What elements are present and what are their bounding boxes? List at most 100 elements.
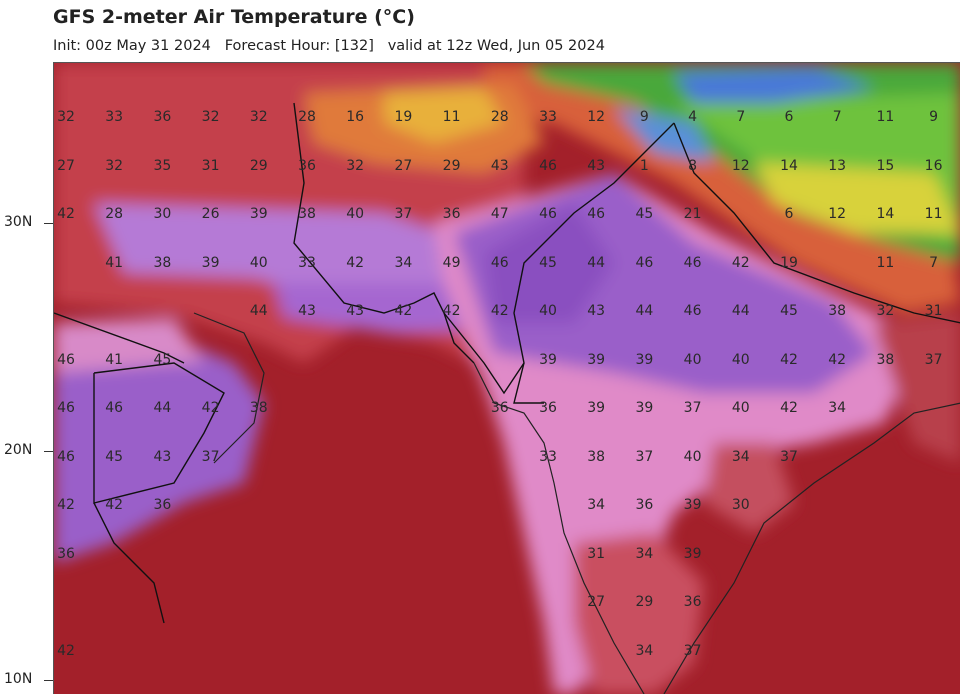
temperature-value: 14 bbox=[780, 157, 798, 174]
temperature-value: 39 bbox=[539, 351, 557, 368]
temperature-value: 4 bbox=[688, 109, 698, 125]
temperature-value: 36 bbox=[442, 206, 461, 222]
temperature-value: 41 bbox=[105, 254, 124, 271]
temperature-value: 40 bbox=[249, 254, 268, 271]
temperature-value: 34 bbox=[635, 545, 654, 562]
temperature-value: 30 bbox=[153, 206, 172, 222]
temperature-value: 38 bbox=[298, 206, 316, 222]
temperature-value: 31 bbox=[587, 545, 606, 562]
temperature-value: 7 bbox=[929, 254, 939, 271]
temperature-value: 11 bbox=[876, 109, 895, 125]
temperature-value: 36 bbox=[490, 400, 509, 416]
temperature-value: 36 bbox=[153, 109, 172, 125]
temperature-value: 12 bbox=[828, 206, 847, 222]
temperature-value: 34 bbox=[731, 448, 750, 465]
temperature-value: 39 bbox=[683, 497, 702, 513]
temperature-value: 44 bbox=[153, 400, 172, 416]
temperature-value: 37 bbox=[394, 206, 413, 222]
lat-label-30n: 30N bbox=[4, 214, 33, 230]
temperature-value: 34 bbox=[587, 497, 606, 513]
temperature-value: 42 bbox=[57, 642, 75, 659]
temperature-value: 42 bbox=[780, 351, 798, 368]
temperature-value: 31 bbox=[924, 303, 943, 319]
temperature-map[interactable] bbox=[53, 62, 960, 694]
temperature-value: 34 bbox=[394, 254, 413, 271]
country-borders bbox=[54, 102, 960, 624]
temperature-value: 43 bbox=[587, 157, 606, 174]
temperature-value: 9 bbox=[929, 109, 939, 125]
lat-tick-mark-20n bbox=[44, 451, 53, 452]
chart-title: GFS 2-meter Air Temperature (°C) bbox=[53, 6, 415, 28]
temperature-value: 38 bbox=[876, 351, 895, 368]
temperature-value: 29 bbox=[442, 157, 461, 174]
temperature-value: 43 bbox=[490, 157, 509, 174]
temperature-value: 7 bbox=[832, 109, 842, 125]
temperature-value: 32 bbox=[105, 157, 124, 174]
temperature-value: 11 bbox=[876, 254, 895, 271]
temperature-value: 46 bbox=[57, 351, 75, 368]
temperature-value: 33 bbox=[539, 448, 557, 465]
temperature-value: 40 bbox=[539, 303, 557, 319]
temperature-value: 29 bbox=[249, 157, 268, 174]
temperature-value: 37 bbox=[780, 448, 798, 465]
temperature-value: 28 bbox=[298, 109, 316, 125]
temperature-value: 36 bbox=[298, 157, 316, 174]
temperature-value: 37 bbox=[924, 351, 943, 368]
temperature-value: 38 bbox=[153, 254, 172, 271]
temperature-value: 19 bbox=[780, 254, 798, 271]
temperature-value: 45 bbox=[105, 448, 124, 465]
temperature-value: 49 bbox=[442, 254, 461, 271]
valid-time: valid at 12z Wed, Jun 05 2024 bbox=[387, 38, 605, 54]
temperature-value: 36 bbox=[683, 594, 702, 610]
temperature-value: 43 bbox=[153, 448, 172, 465]
forecast-hour: Forecast Hour: [132] bbox=[224, 38, 374, 54]
temperature-value: 12 bbox=[587, 109, 606, 125]
temperature-value: 39 bbox=[587, 351, 606, 368]
temperature-value: 32 bbox=[346, 157, 365, 174]
lat-label-10n: 10N bbox=[4, 671, 33, 687]
temperature-value: 46 bbox=[105, 400, 124, 416]
init-time: Init: 00z May 31 2024 bbox=[53, 38, 211, 54]
temperature-value: 33 bbox=[298, 254, 316, 271]
temperature-value: 46 bbox=[587, 206, 606, 222]
temperature-value: 38 bbox=[249, 400, 268, 416]
lat-tick-mark-10n bbox=[44, 680, 53, 681]
temperature-value: 6 bbox=[784, 206, 794, 222]
temperature-value: 44 bbox=[635, 303, 654, 319]
temperature-value: 8 bbox=[688, 157, 698, 174]
temperature-value: 34 bbox=[828, 400, 847, 416]
temperature-value: 9 bbox=[639, 109, 649, 125]
temperature-value: 15 bbox=[876, 157, 895, 174]
temperature-field bbox=[54, 63, 960, 694]
temperature-value: 14 bbox=[876, 206, 895, 222]
temperature-value: 45 bbox=[635, 206, 654, 222]
temperature-value: 46 bbox=[683, 254, 702, 271]
temperature-value: 42 bbox=[490, 303, 509, 319]
temperature-value: 42 bbox=[828, 351, 847, 368]
temperature-value: 40 bbox=[683, 351, 702, 368]
temperature-value: 31 bbox=[201, 157, 220, 174]
temperature-value: 37 bbox=[683, 400, 702, 416]
temperature-value: 36 bbox=[57, 545, 75, 562]
temperature-value: 43 bbox=[298, 303, 316, 319]
temperature-value: 35 bbox=[153, 157, 172, 174]
temperature-value: 13 bbox=[828, 157, 847, 174]
temperature-value: 39 bbox=[201, 254, 220, 271]
temperature-value: 39 bbox=[635, 400, 654, 416]
temperature-value: 36 bbox=[635, 497, 654, 513]
lat-tick-mark-30n bbox=[44, 223, 53, 224]
temperature-value: 44 bbox=[731, 303, 750, 319]
temperature-value: 33 bbox=[105, 109, 124, 125]
temperature-value: 42 bbox=[346, 254, 365, 271]
temperature-value: 42 bbox=[57, 497, 75, 513]
temperature-value: 33 bbox=[539, 109, 557, 125]
temperature-value: 29 bbox=[635, 594, 654, 610]
temperature-value: 46 bbox=[683, 303, 702, 319]
temperature-value: 1 bbox=[639, 157, 649, 174]
temperature-value: 38 bbox=[828, 303, 847, 319]
lat-label-20n: 20N bbox=[4, 442, 33, 458]
temperature-value: 37 bbox=[635, 448, 654, 465]
temperature-value: 40 bbox=[731, 400, 750, 416]
temperature-value: 39 bbox=[587, 400, 606, 416]
temperature-value: 32 bbox=[249, 109, 268, 125]
